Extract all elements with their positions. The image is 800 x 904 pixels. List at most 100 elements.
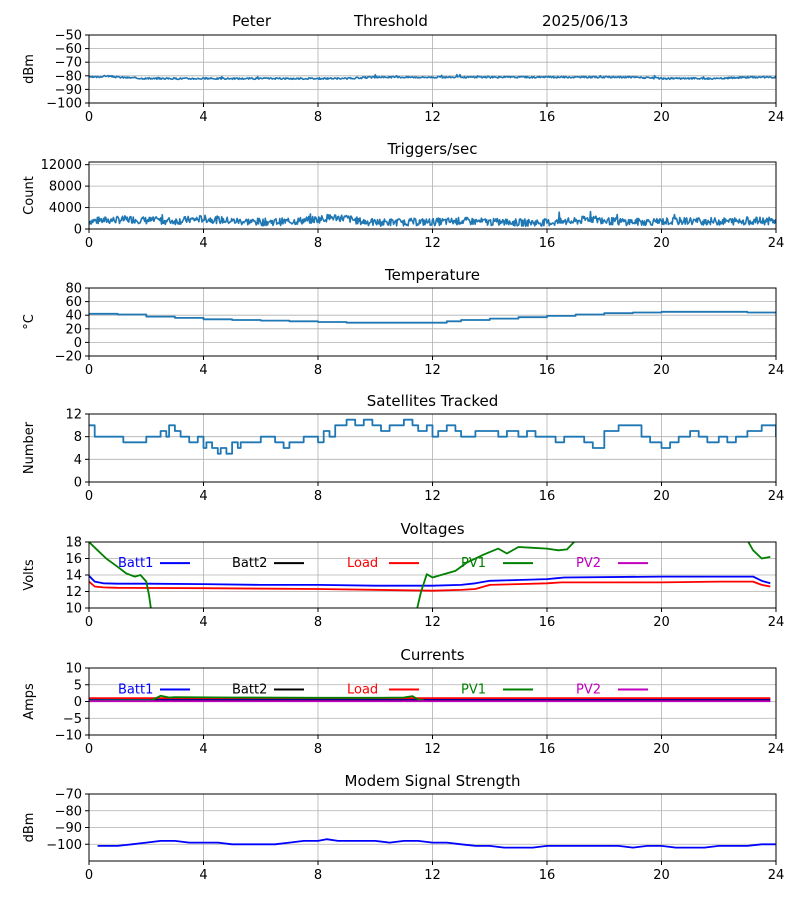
x-tick-label: 4 [199,615,207,630]
x-tick-label: 12 [424,489,441,504]
y-tick-label: −70 [55,56,82,71]
legend-label: PV2 [576,682,601,697]
panel-threshold: 0 4 8 12 16 20 24 −100−90−80−70−60−50 dBm [22,29,784,126]
y-tick-label: 14 [65,569,82,584]
x-tick-label: 12 [424,110,441,125]
x-tick-label: 4 [199,489,207,504]
x-tick-label: 8 [314,868,322,883]
legend-label: Load [347,682,378,697]
x-tick-label: 12 [424,868,441,883]
x-tick-label: 8 [314,363,322,378]
plot-area-satellites [89,418,776,455]
y-tick-label: −5 [63,712,82,727]
threshold-title: Threshold [354,12,428,30]
x-tick-label: 0 [85,615,93,630]
x-tick-label: 16 [539,868,556,883]
y-tick-label: 60 [65,295,82,310]
plot-area-modem [97,838,776,849]
y-tick-label: 8 [74,430,82,445]
legend-label: Batt2 [232,682,267,697]
series-line-temperature [89,310,776,324]
y-axis-label: Number [22,421,37,474]
x-tick-label: 24 [768,868,785,883]
y-axis-label: Amps [22,683,37,720]
y-tick-label: −70 [55,788,82,803]
x-tick-label: 8 [314,742,322,757]
legend-label: Load [347,556,378,571]
y-tick-label: 5 [74,678,82,693]
series-line-PV1 [89,694,425,702]
y-tick-label: 16 [65,552,82,567]
series-line-Load [89,580,771,592]
y-tick-label: −90 [55,83,82,98]
plot-area-threshold [89,73,776,81]
x-tick-label: 0 [85,110,93,125]
series-line-Batt1 [89,575,771,587]
x-tick-label: 24 [768,363,785,378]
x-tick-label: 16 [539,615,556,630]
y-axis-label: dBm [22,813,37,843]
date-label: 2025/06/13 [542,12,629,30]
x-tick-label: 16 [539,489,556,504]
series-line-PV1 [89,542,152,608]
y-tick-label: −100 [46,838,82,853]
x-tick-label: 0 [85,742,93,757]
y-tick-label: 18 [65,536,82,551]
y-tick-label: 4 [74,453,82,468]
x-tick-label: 16 [539,110,556,125]
x-tick-label: 12 [424,236,441,251]
chart-title: Currents [400,646,464,664]
y-tick-label: 12 [65,408,82,423]
y-tick-label: −60 [55,42,82,57]
y-tick-label: 8000 [49,180,82,195]
x-tick-label: 24 [768,110,785,125]
y-tick-label: −80 [55,804,82,819]
x-tick-label: 0 [85,868,93,883]
y-tick-label: −10 [55,729,82,744]
x-tick-label: 24 [768,489,785,504]
y-tick-label: 0 [74,476,82,491]
y-axis-label: Count [22,176,37,215]
panel-satellites: 0 4 8 12 16 20 24 0 4 8 12 Satellites Tracked Number [22,392,784,504]
x-tick-label: 20 [653,110,670,125]
x-tick-label: 4 [199,868,207,883]
y-tick-label: −80 [55,69,82,84]
y-tick-label: −20 [55,350,82,365]
y-tick-label: 0 [74,336,82,351]
x-tick-label: 20 [653,615,670,630]
x-tick-label: 20 [653,236,670,251]
plot-area-triggers [89,210,776,228]
x-tick-label: 8 [314,615,322,630]
x-tick-label: 0 [85,236,93,251]
y-axis-label: dBm [22,54,37,84]
x-tick-label: 16 [539,236,556,251]
legend-label: Batt2 [232,556,267,571]
y-tick-label: 20 [65,322,82,337]
y-axis-label: Volts [22,559,37,591]
series-line-modem [97,838,776,849]
y-tick-label: 40 [65,309,82,324]
chart-title: Satellites Tracked [367,392,498,410]
chart-title: Temperature [384,266,480,284]
y-tick-label: −50 [55,29,82,44]
y-tick-label: 10 [65,602,82,617]
legend-label: PV2 [576,556,601,571]
legend-label: PV1 [461,682,486,697]
y-tick-label: 12 [65,585,82,600]
x-tick-label: 8 [314,236,322,251]
legend-label: Batt1 [118,682,153,697]
series-line-satellites [89,418,776,455]
legend-label: Batt1 [118,556,153,571]
x-tick-label: 0 [85,489,93,504]
series-line-triggers [89,210,776,228]
x-tick-label: 0 [85,363,93,378]
y-tick-label: 12000 [41,158,82,173]
x-tick-label: 24 [768,236,785,251]
x-tick-label: 24 [768,742,785,757]
station-name: Peter [232,12,272,30]
